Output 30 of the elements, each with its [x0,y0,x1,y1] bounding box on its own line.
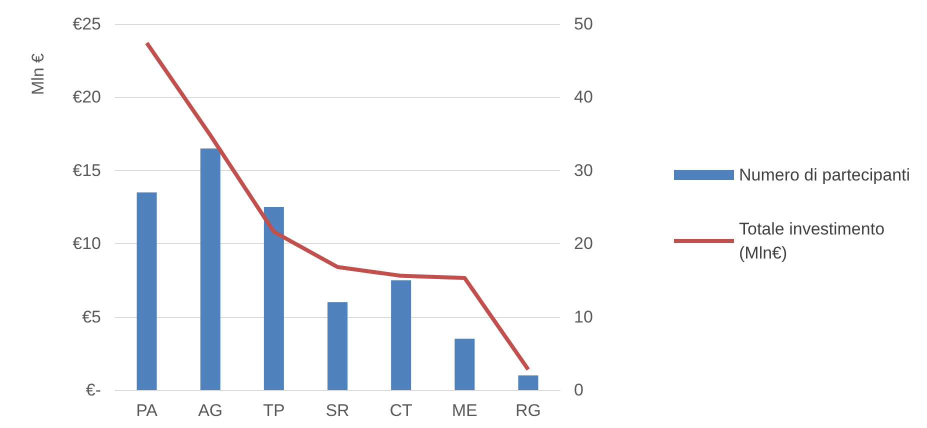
y2-tick-label: 40 [574,88,593,107]
x-tick-label: PA [136,401,158,420]
y2-tick-label: 20 [574,234,593,254]
bar [264,207,284,390]
y-tick-label: €- [86,380,101,400]
bar [391,280,412,390]
bar [518,375,538,390]
x-tick-label: ME [452,401,478,420]
y2-tick-label: 10 [574,307,593,326]
y-tick-label: €20 [72,88,101,107]
line-series [144,41,530,372]
y-tick-label: €10 [72,234,101,254]
y-tick-label: €5 [82,307,101,326]
bar [136,192,157,390]
x-tick-label: AG [198,401,223,420]
y2-tick-label: 30 [574,160,593,180]
y-tick-label: €15 [72,160,101,180]
bar [328,302,348,390]
x-tick-label: SR [326,401,350,420]
x-tick-label: TP [263,401,285,420]
legend-label: Totale investimento (Mln€) [739,220,890,262]
y-axis-title: Mln € [28,52,48,95]
y2-tick-label: 50 [574,14,593,34]
x-tick-label: CT [390,401,412,420]
bar [200,148,220,390]
legend-label: Numero di partecipanti [739,166,910,184]
y-tick-label: €25 [72,14,101,34]
y2-tick-label: 0 [574,380,584,400]
x-tick-label: RG [515,401,541,420]
bar [454,338,475,390]
